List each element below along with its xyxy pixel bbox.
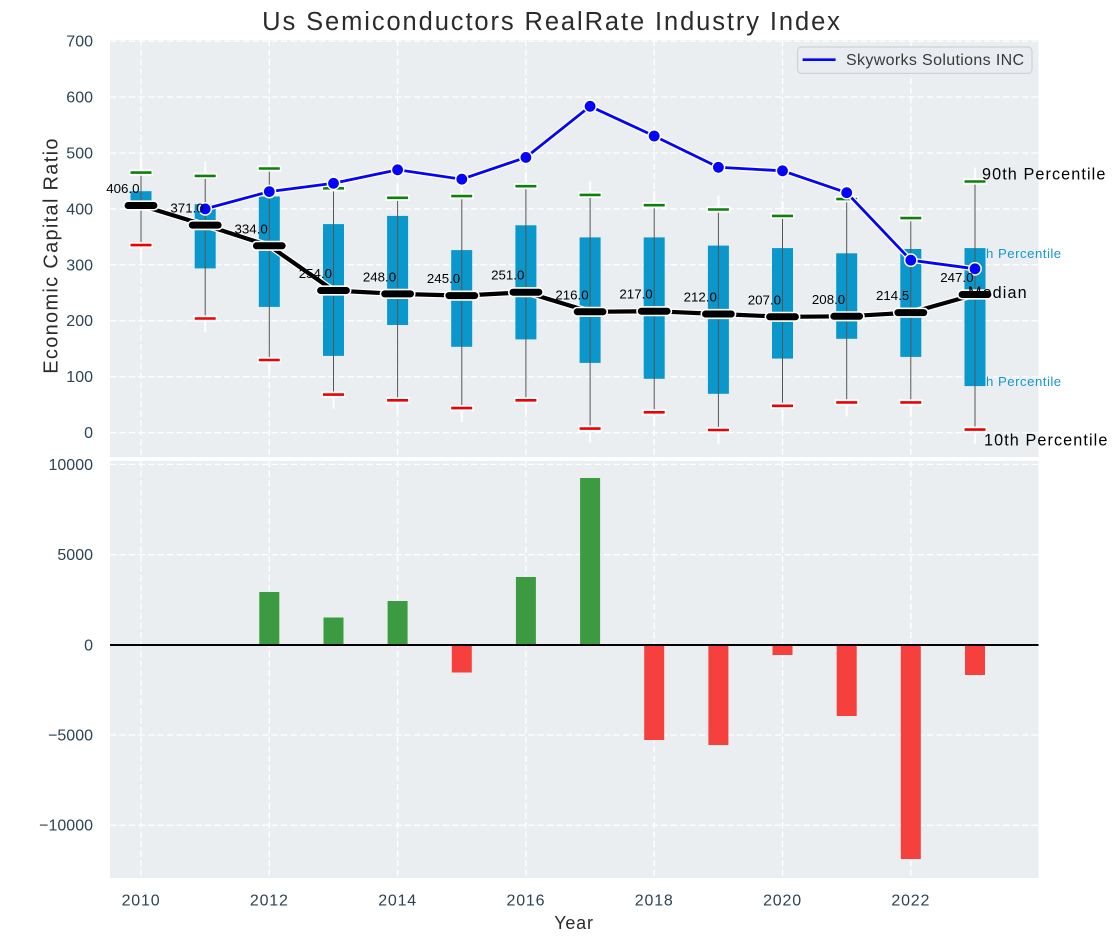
svg-text:5000: 5000 xyxy=(57,547,93,564)
svg-text:245.0: 245.0 xyxy=(427,271,460,286)
svg-text:214.5: 214.5 xyxy=(876,288,909,303)
svg-text:10000: 10000 xyxy=(49,457,94,474)
svg-text:2020: 2020 xyxy=(763,892,802,909)
svg-text:217.0: 217.0 xyxy=(619,287,652,302)
svg-text:h Percentile: h Percentile xyxy=(986,374,1062,389)
svg-text:251.0: 251.0 xyxy=(491,268,524,283)
svg-text:406.0: 406.0 xyxy=(106,181,139,196)
svg-text:2010: 2010 xyxy=(122,892,161,909)
svg-text:0: 0 xyxy=(84,637,93,654)
svg-text:Skyworks Solutions INC: Skyworks Solutions INC xyxy=(846,52,1024,69)
svg-text:−10000: −10000 xyxy=(39,818,93,835)
svg-text:90th Percentile: 90th Percentile xyxy=(982,166,1107,184)
svg-text:2018: 2018 xyxy=(635,892,674,909)
svg-text:10th Percentile: 10th Percentile xyxy=(984,432,1109,450)
svg-text:371.0: 371.0 xyxy=(170,201,203,216)
svg-text:2012: 2012 xyxy=(250,892,289,909)
svg-text:2016: 2016 xyxy=(507,892,546,909)
svg-text:Us Semiconductors RealRate Ind: Us Semiconductors RealRate Industry Inde… xyxy=(262,8,842,36)
svg-text:212.0: 212.0 xyxy=(684,290,717,305)
svg-text:−5000: −5000 xyxy=(48,728,93,745)
svg-text:254.0: 254.0 xyxy=(299,266,332,281)
svg-text:Economic Capital Ratio: Economic Capital Ratio xyxy=(41,137,63,373)
svg-text:0: 0 xyxy=(84,425,93,442)
svg-text:2014: 2014 xyxy=(378,892,417,909)
svg-text:700: 700 xyxy=(66,34,93,51)
svg-text:Year: Year xyxy=(554,913,594,933)
svg-text:216.0: 216.0 xyxy=(555,287,588,302)
svg-text:100: 100 xyxy=(66,369,93,386)
svg-text:Median: Median xyxy=(968,284,1028,302)
svg-text:248.0: 248.0 xyxy=(363,269,396,284)
svg-text:300: 300 xyxy=(66,257,93,274)
svg-text:600: 600 xyxy=(66,90,93,107)
svg-text:208.0: 208.0 xyxy=(812,292,845,307)
svg-text:500: 500 xyxy=(66,146,93,163)
svg-text:207.0: 207.0 xyxy=(748,292,781,307)
svg-text:400: 400 xyxy=(66,201,93,218)
svg-text:h Percentile: h Percentile xyxy=(986,246,1062,261)
svg-text:247.0: 247.0 xyxy=(940,270,973,285)
svg-text:2022: 2022 xyxy=(891,892,930,909)
svg-text:200: 200 xyxy=(66,313,93,330)
svg-text:334.0: 334.0 xyxy=(235,221,268,236)
